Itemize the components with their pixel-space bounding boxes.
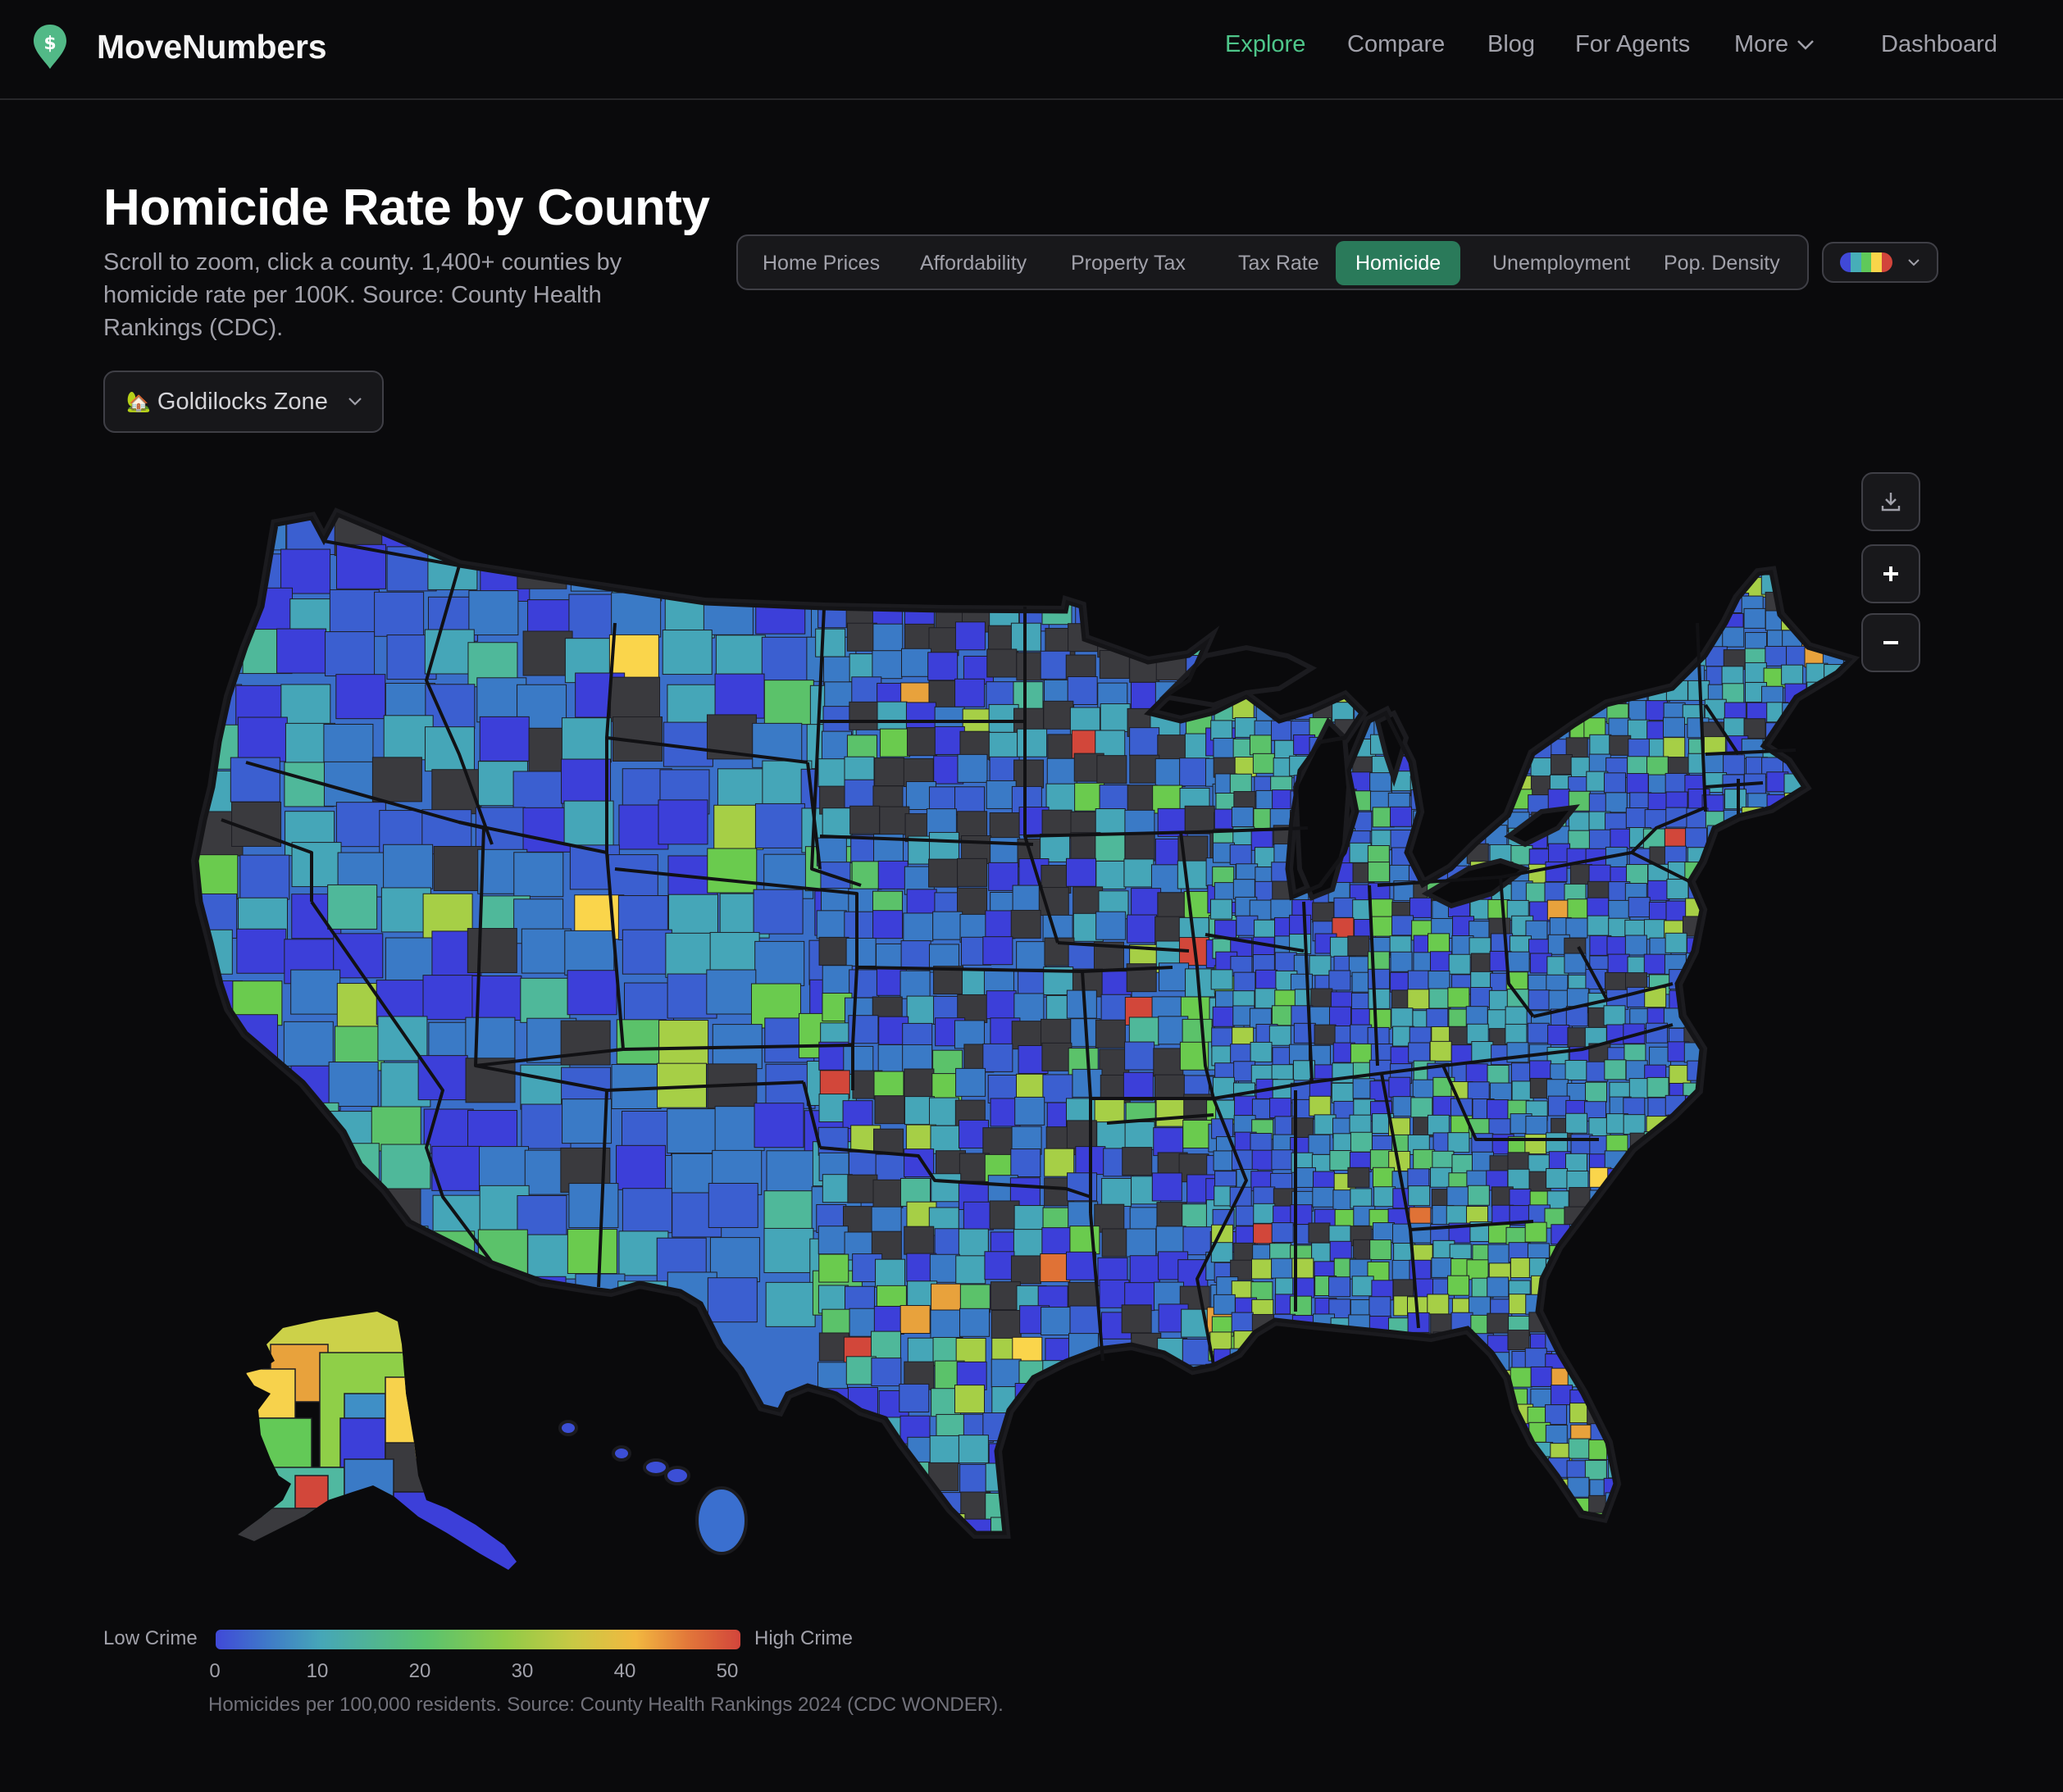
tab-property-tax[interactable]: Property Tax	[1071, 252, 1186, 275]
chevron-down-icon	[1797, 39, 1814, 50]
svg-text:$: $	[43, 34, 56, 54]
legend-tick: 30	[511, 1660, 534, 1682]
legend-tick: 0	[209, 1660, 221, 1682]
legend-tick: 50	[716, 1660, 739, 1682]
download-button[interactable]	[1861, 472, 1920, 531]
page-title: Homicide Rate by County	[103, 180, 710, 236]
color-scale-dropdown[interactable]	[1822, 242, 1938, 283]
state-borders	[221, 539, 1797, 1366]
zoom-out-button[interactable]	[1861, 613, 1920, 672]
metric-tabs: Home Prices Affordability Property Tax T…	[736, 234, 1809, 290]
house-tree-icon: 🏡	[126, 390, 151, 413]
tab-homicide[interactable]: Homicide	[1336, 241, 1461, 285]
legend-color-bar	[216, 1630, 740, 1649]
nav-more[interactable]: More	[1734, 31, 1815, 58]
rainbow-scale-swatch	[1840, 252, 1892, 272]
legend-low-label: Low Crime	[103, 1627, 198, 1649]
plus-icon	[1883, 566, 1898, 581]
tab-home-prices[interactable]: Home Prices	[763, 252, 881, 275]
dollar-map-pin-icon: $	[31, 23, 69, 70]
legend-tick: 20	[408, 1660, 431, 1682]
zoom-in-button[interactable]	[1861, 544, 1920, 603]
nav-for-agents[interactable]: For Agents	[1575, 31, 1691, 57]
nav-dashboard[interactable]: Dashboard	[1881, 31, 1997, 57]
nav-compare[interactable]: Compare	[1347, 31, 1446, 57]
nav-blog[interactable]: Blog	[1487, 31, 1536, 57]
top-nav-bar: $ MoveNumbers Explore Compare Blog For A…	[0, 0, 2063, 100]
preset-dropdown[interactable]: 🏡 Goldilocks Zone	[103, 371, 384, 433]
legend-tick: 10	[306, 1660, 329, 1682]
download-icon	[1881, 493, 1901, 512]
chevron-down-icon	[1908, 259, 1920, 266]
preset-label: Goldilocks Zone	[157, 388, 328, 415]
brand-name: MoveNumbers	[97, 28, 327, 66]
tab-pop-density[interactable]: Pop. Density	[1664, 252, 1780, 275]
brand[interactable]: $ MoveNumbers	[31, 23, 327, 70]
nav-more-label: More	[1734, 31, 1789, 57]
great-lakes	[1159, 644, 1580, 909]
tab-tax-rate[interactable]: Tax Rate	[1238, 252, 1319, 275]
legend-tick: 40	[613, 1660, 636, 1682]
page-subtitle: Scroll to zoom, click a county. 1,400+ c…	[103, 249, 622, 341]
tab-affordability[interactable]: Affordability	[920, 252, 1027, 275]
nav-explore[interactable]: Explore	[1225, 31, 1306, 57]
legend-high-label: High Crime	[754, 1627, 854, 1649]
legend-source-note: Homicides per 100,000 residents. Source:…	[208, 1694, 1004, 1716]
chevron-down-icon	[348, 398, 362, 406]
tab-unemployment[interactable]: Unemployment	[1492, 252, 1631, 275]
us-county-map[interactable]	[98, 459, 1869, 1574]
county-choropleth-map[interactable]	[98, 459, 1920, 1574]
minus-icon	[1883, 641, 1898, 644]
